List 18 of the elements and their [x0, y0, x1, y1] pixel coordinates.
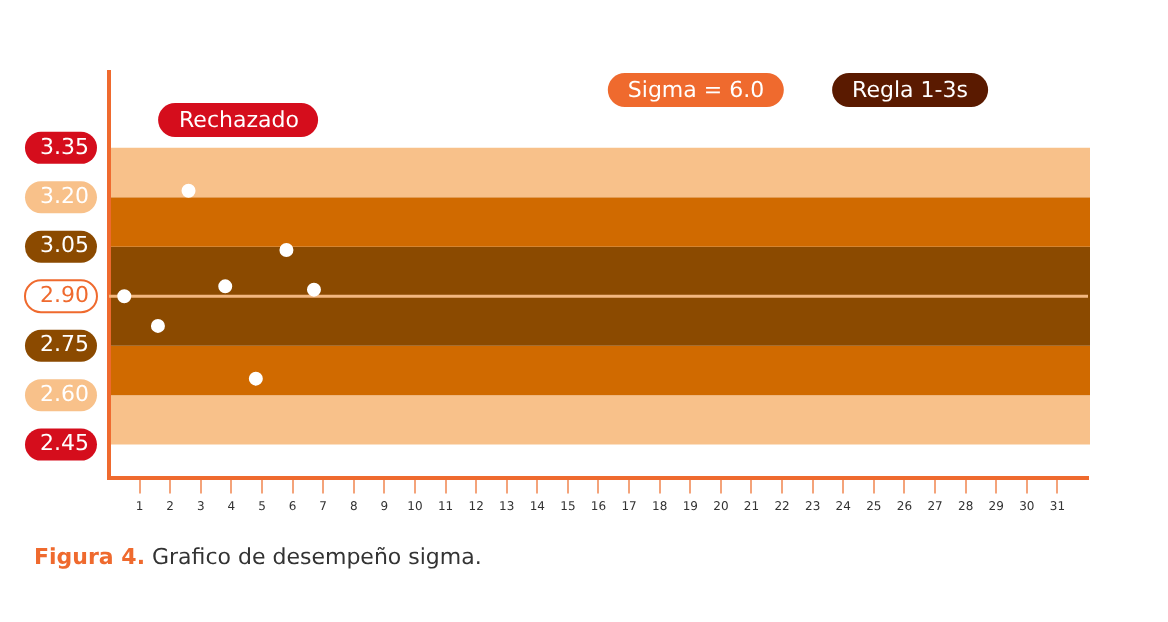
point — [181, 183, 196, 198]
y-tick-label: 2.75 — [39, 331, 89, 358]
y-tick-label: 3.35 — [39, 133, 89, 160]
annotation: Regla 1-3s — [832, 73, 988, 107]
y-tick-label: 3.20 — [39, 183, 89, 210]
point — [117, 289, 132, 304]
point — [150, 318, 165, 333]
point — [218, 279, 233, 294]
point — [248, 371, 263, 386]
y-tick-label: 2.45 — [39, 430, 89, 457]
text: Figura 4. Grafico de desempeño sigma. — [34, 544, 482, 570]
y-tick-label: 2.60 — [39, 380, 89, 407]
y-tick-label: 3.05 — [39, 232, 89, 259]
annotation: Rechazado — [159, 103, 319, 137]
point — [279, 243, 294, 258]
point — [306, 282, 321, 297]
y-tick-label: 2.90 — [39, 281, 89, 308]
annotation: Sigma = 6.0 — [607, 73, 785, 107]
